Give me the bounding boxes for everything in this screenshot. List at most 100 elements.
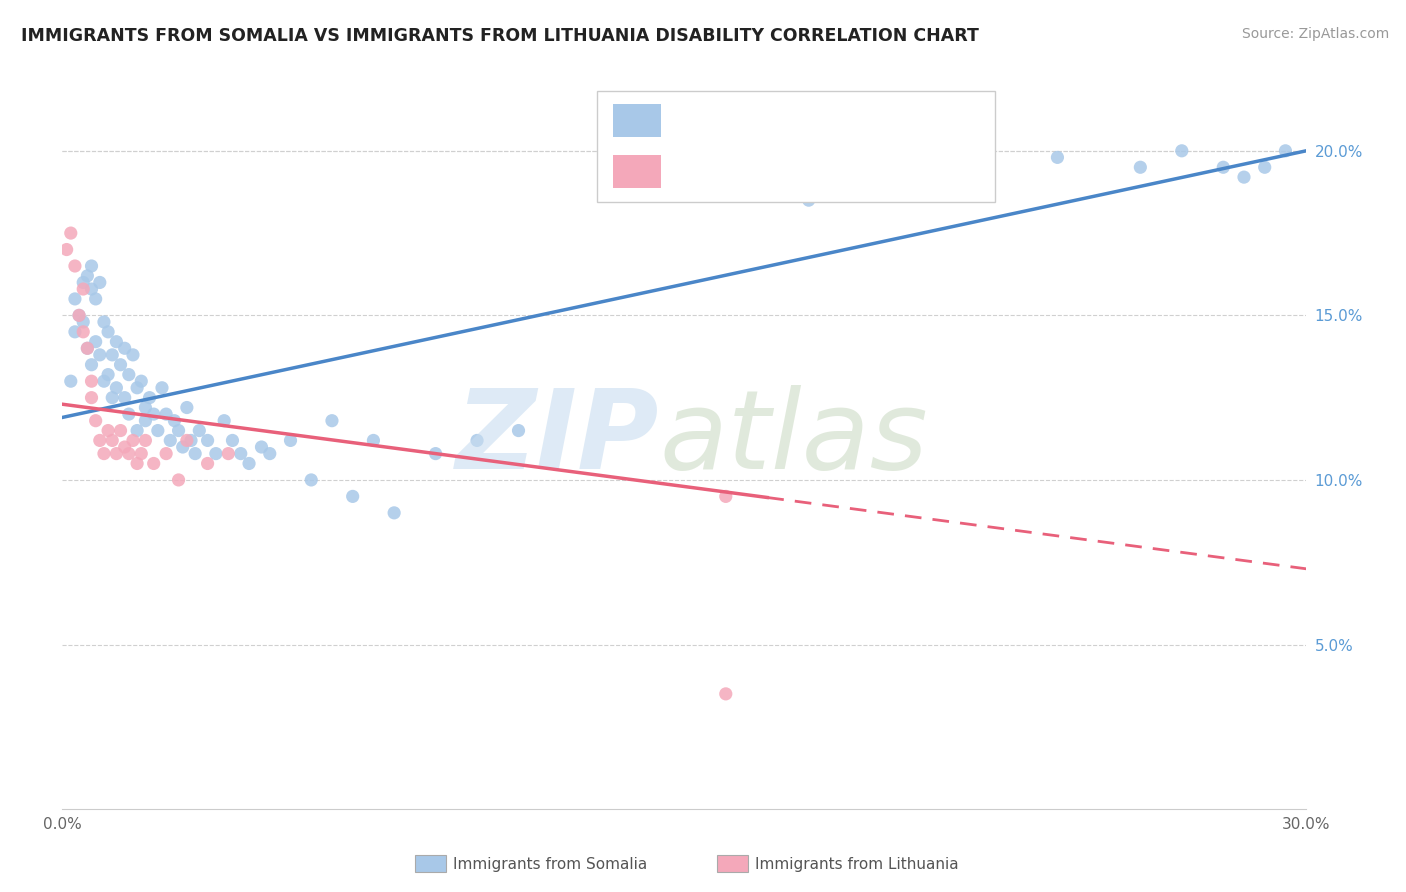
Point xyxy=(80,358,103,372)
Point xyxy=(146,424,169,438)
Point xyxy=(280,434,302,448)
Point xyxy=(97,325,120,339)
Point xyxy=(89,348,111,362)
Point xyxy=(67,309,90,323)
Point xyxy=(67,309,90,323)
Point xyxy=(93,447,115,461)
Point xyxy=(142,407,165,421)
Point xyxy=(118,368,141,382)
Point xyxy=(167,473,190,487)
Point xyxy=(127,381,149,395)
Point xyxy=(122,434,145,448)
Point xyxy=(159,434,181,448)
Point xyxy=(76,341,98,355)
Point xyxy=(129,374,152,388)
Text: Immigrants from Lithuania: Immigrants from Lithuania xyxy=(755,857,959,871)
Point xyxy=(89,434,111,448)
Point xyxy=(138,391,160,405)
Text: Source: ZipAtlas.com: Source: ZipAtlas.com xyxy=(1241,27,1389,41)
Point xyxy=(238,457,260,471)
Point xyxy=(197,457,219,471)
Point xyxy=(72,325,94,339)
Point xyxy=(184,447,207,461)
Point xyxy=(321,414,343,428)
Point xyxy=(129,447,152,461)
Point xyxy=(1274,144,1296,158)
Point xyxy=(142,457,165,471)
Point xyxy=(1212,161,1234,175)
Point xyxy=(105,447,128,461)
Point xyxy=(134,401,156,415)
Point xyxy=(465,434,488,448)
Point xyxy=(1233,170,1256,185)
Point xyxy=(80,282,103,296)
Point xyxy=(127,424,149,438)
Point xyxy=(105,381,128,395)
Point xyxy=(84,292,107,306)
Point xyxy=(127,457,149,471)
Point xyxy=(63,259,86,273)
Point xyxy=(221,434,243,448)
Point xyxy=(299,473,322,487)
Point xyxy=(76,341,98,355)
Point xyxy=(118,407,141,421)
Point xyxy=(363,434,385,448)
Point xyxy=(101,348,124,362)
Point xyxy=(205,447,228,461)
Point xyxy=(508,424,530,438)
Point xyxy=(176,434,198,448)
Text: atlas: atlas xyxy=(659,385,928,492)
Text: ZIP: ZIP xyxy=(456,385,659,492)
Point xyxy=(714,489,737,503)
Point xyxy=(217,447,239,461)
Point xyxy=(80,374,103,388)
Point xyxy=(97,424,120,438)
Point xyxy=(101,391,124,405)
Point xyxy=(93,374,115,388)
Point xyxy=(880,170,903,185)
Point xyxy=(259,447,281,461)
Point xyxy=(89,276,111,290)
Point xyxy=(797,193,820,207)
Point xyxy=(59,226,82,240)
Point xyxy=(155,407,177,421)
Point xyxy=(55,243,77,257)
Point xyxy=(110,358,132,372)
Point xyxy=(250,440,273,454)
Point xyxy=(114,440,136,454)
Point xyxy=(134,434,156,448)
Point xyxy=(118,447,141,461)
Text: Immigrants from Somalia: Immigrants from Somalia xyxy=(453,857,647,871)
Point xyxy=(84,414,107,428)
Point xyxy=(114,341,136,355)
Point xyxy=(101,434,124,448)
Point xyxy=(382,506,405,520)
Point xyxy=(155,447,177,461)
Point xyxy=(105,334,128,349)
Text: IMMIGRANTS FROM SOMALIA VS IMMIGRANTS FROM LITHUANIA DISABILITY CORRELATION CHAR: IMMIGRANTS FROM SOMALIA VS IMMIGRANTS FR… xyxy=(21,27,979,45)
Point xyxy=(1129,161,1152,175)
Point xyxy=(63,325,86,339)
Point xyxy=(110,424,132,438)
Point xyxy=(342,489,364,503)
Point xyxy=(114,391,136,405)
Point xyxy=(72,282,94,296)
Point xyxy=(197,434,219,448)
Point xyxy=(150,381,173,395)
Point xyxy=(163,414,186,428)
Point xyxy=(122,348,145,362)
Point xyxy=(172,440,194,454)
Point xyxy=(72,315,94,329)
Point xyxy=(76,268,98,283)
Point xyxy=(188,424,211,438)
Point xyxy=(1171,144,1194,158)
Point xyxy=(212,414,235,428)
Point xyxy=(80,391,103,405)
Point xyxy=(63,292,86,306)
Point xyxy=(176,401,198,415)
Point xyxy=(93,315,115,329)
Point xyxy=(229,447,252,461)
Point xyxy=(84,334,107,349)
Point xyxy=(167,424,190,438)
Point xyxy=(80,259,103,273)
